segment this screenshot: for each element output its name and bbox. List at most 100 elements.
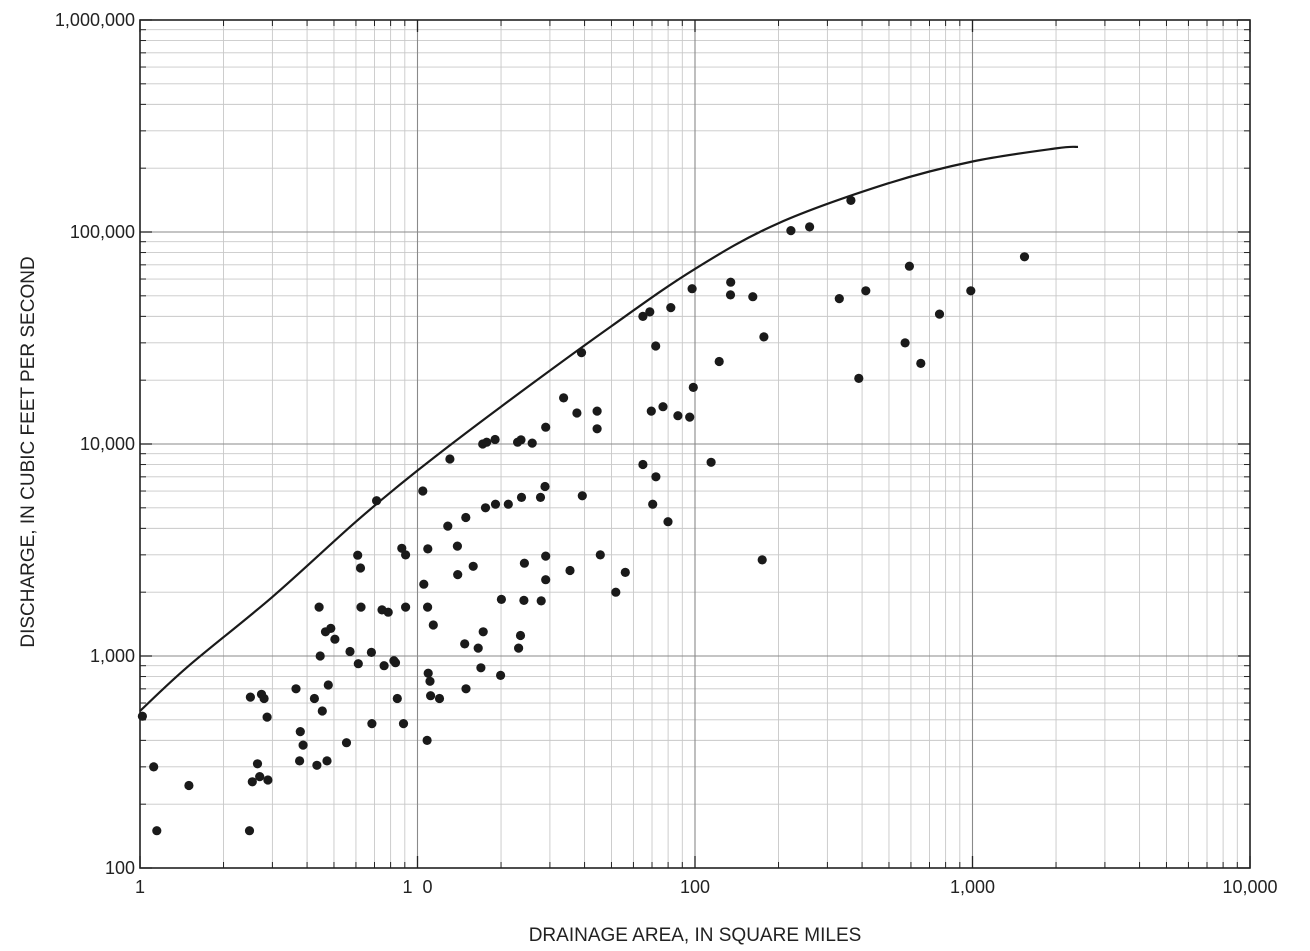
data-point	[445, 454, 455, 464]
data-point	[317, 706, 327, 716]
data-point	[541, 551, 551, 561]
data-point	[366, 647, 376, 658]
data-point	[326, 623, 336, 634]
data-point	[323, 680, 333, 690]
data-point	[527, 438, 537, 448]
data-point	[515, 630, 526, 641]
data-point	[473, 643, 483, 653]
data-point	[295, 756, 305, 766]
data-point	[540, 481, 550, 492]
data-point	[611, 587, 621, 597]
data-point	[476, 663, 486, 673]
x-axis-title: DRAINAGE AREA, IN SQUARE MILES	[529, 925, 862, 946]
data-point	[353, 550, 363, 560]
data-point	[496, 670, 506, 681]
data-point	[434, 693, 445, 704]
data-point	[355, 563, 366, 573]
x-tick-labels: 1 1 0 100 1,000 10,000	[135, 877, 1278, 897]
data-point	[314, 602, 324, 612]
y-tick-labels: 100 1,000 10,000 100,000 1,000,000	[55, 10, 135, 878]
data-point	[673, 411, 683, 421]
data-point	[834, 294, 844, 304]
data-point	[577, 491, 587, 501]
data-point	[666, 303, 676, 313]
data-point	[786, 226, 796, 236]
data-point	[452, 541, 462, 551]
data-point	[468, 561, 478, 571]
data-point	[425, 676, 435, 686]
data-point	[184, 780, 194, 791]
plot-frame	[139, 19, 1251, 869]
data-point	[245, 692, 255, 702]
data-point	[725, 290, 736, 300]
data-point	[966, 286, 976, 296]
data-point	[259, 693, 269, 704]
data-point	[478, 627, 488, 637]
data-point	[663, 517, 673, 527]
data-point	[443, 521, 453, 531]
data-point	[757, 555, 767, 565]
data-point	[453, 570, 463, 580]
data-point	[461, 684, 471, 694]
y-tick-label: 100	[105, 858, 135, 878]
data-point	[516, 492, 527, 502]
x-tick-label: 1 0	[402, 877, 432, 897]
data-point	[685, 412, 695, 422]
data-point	[263, 775, 273, 785]
data-point	[401, 550, 411, 560]
data-point	[514, 643, 524, 653]
data-point	[900, 338, 910, 348]
data-point	[345, 646, 355, 657]
data-point	[423, 602, 433, 612]
data-point	[428, 620, 438, 630]
data-point	[726, 277, 736, 287]
x-tick-label: 1	[135, 877, 145, 897]
data-point	[541, 422, 551, 432]
data-point	[330, 634, 340, 644]
data-point	[137, 711, 147, 721]
data-point	[383, 607, 393, 617]
data-point	[149, 762, 159, 772]
data-point	[244, 826, 255, 836]
data-point	[576, 348, 587, 358]
data-point	[516, 435, 526, 445]
data-point	[152, 826, 162, 836]
data-point	[846, 195, 856, 205]
data-point	[503, 499, 513, 509]
data-point	[461, 512, 471, 523]
data-point	[854, 373, 864, 383]
data-point	[247, 777, 257, 787]
data-point	[401, 602, 411, 612]
data-point	[519, 558, 530, 568]
data-point	[638, 311, 648, 321]
data-point	[390, 658, 401, 668]
y-tick-label: 100,000	[70, 222, 135, 242]
data-point	[595, 550, 605, 560]
y-tick-label: 10,000	[80, 434, 135, 454]
data-point	[706, 457, 716, 467]
data-point	[688, 382, 698, 392]
envelope-curve	[139, 145, 1079, 712]
data-point	[291, 684, 301, 694]
data-point	[398, 719, 409, 729]
data-point	[651, 341, 661, 351]
data-point	[759, 332, 769, 342]
data-point	[535, 492, 546, 502]
data-point	[916, 358, 926, 368]
data-point	[934, 309, 945, 319]
data-point	[490, 434, 500, 445]
data-point	[252, 759, 263, 769]
x-tick-label: 1,000	[950, 877, 995, 897]
data-point	[423, 668, 433, 678]
data-point	[356, 602, 366, 612]
data-point	[645, 307, 655, 317]
data-point	[312, 760, 322, 770]
data-point	[422, 735, 432, 746]
data-point	[418, 486, 428, 496]
data-points	[137, 195, 1030, 836]
data-point	[496, 594, 506, 605]
data-point	[658, 402, 668, 412]
data-point	[460, 639, 470, 649]
data-point	[490, 499, 501, 509]
data-point	[572, 408, 582, 418]
